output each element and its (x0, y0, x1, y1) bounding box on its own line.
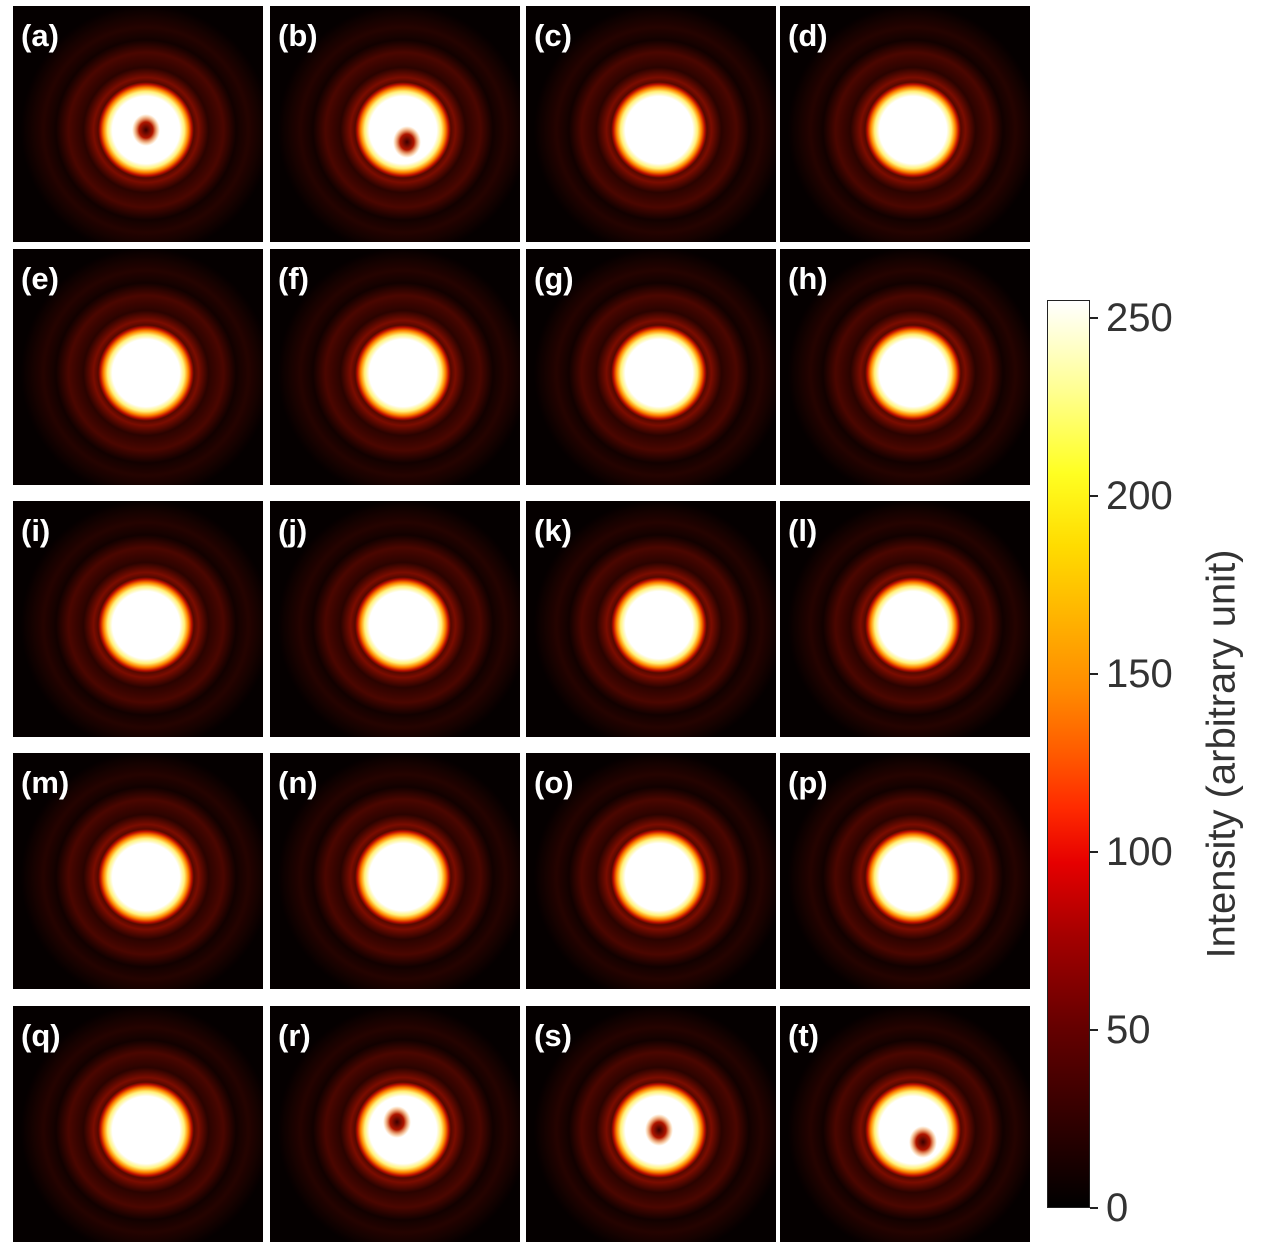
panel-label: (b) (278, 18, 318, 53)
beam-intensity-pattern (13, 249, 263, 485)
colorbar-tick-mark (1090, 672, 1098, 675)
beam-intensity-pattern (780, 249, 1030, 485)
panel-label: (d) (788, 18, 828, 53)
panel-label: (p) (788, 765, 828, 800)
beam-panel: (b) (270, 6, 520, 242)
colorbar-tick-mark (1090, 316, 1098, 319)
panel-label: (f) (278, 261, 309, 296)
panel-label: (i) (21, 513, 51, 548)
beam-panel: (g) (526, 249, 776, 485)
panel-label: (t) (788, 1018, 819, 1053)
colorbar-tick-mark (1090, 850, 1098, 853)
beam-intensity-pattern (526, 6, 776, 242)
beam-panel: (h) (780, 249, 1030, 485)
panel-label: (q) (21, 1018, 61, 1053)
colorbar-tick-mark (1090, 1207, 1098, 1209)
panel-label: (m) (21, 765, 70, 800)
panel-label: (k) (534, 513, 572, 548)
colorbar-tick-label: 200 (1106, 473, 1173, 518)
colorbar-tick-label: 0 (1106, 1186, 1129, 1230)
beam-intensity-pattern (270, 1006, 520, 1242)
beam-intensity-pattern (526, 249, 776, 485)
panel-label: (s) (534, 1018, 572, 1053)
beam-panel: (q) (13, 1006, 263, 1242)
beam-intensity-pattern (526, 501, 776, 737)
beam-intensity-pattern (270, 249, 520, 485)
beam-intensity-pattern (780, 6, 1030, 242)
beam-intensity-pattern (13, 501, 263, 737)
beam-panel: (r) (270, 1006, 520, 1242)
beam-intensity-pattern (13, 6, 263, 242)
intensity-colorbar (1047, 300, 1090, 1208)
beam-panel: (i) (13, 501, 263, 737)
panel-label: (l) (788, 513, 818, 548)
beam-panel: (e) (13, 249, 263, 485)
beam-panel: (s) (526, 1006, 776, 1242)
beam-intensity-pattern (526, 1006, 776, 1242)
beam-intensity-pattern (270, 501, 520, 737)
beam-intensity-pattern (780, 501, 1030, 737)
colorbar-tick-label: 150 (1106, 651, 1173, 696)
colorbar-tick-label: 100 (1106, 829, 1173, 874)
beam-panel: (f) (270, 249, 520, 485)
beam-panel: (a) (13, 6, 263, 242)
beam-intensity-pattern (13, 753, 263, 989)
beam-intensity-pattern (270, 6, 520, 242)
panel-label: (n) (278, 765, 318, 800)
colorbar-title-text: Intensity (arbitrary unit) (1199, 549, 1244, 959)
panel-label: (a) (21, 18, 59, 53)
beam-image-grid: (a) (b) (c) (d) (e) (f) (g) (h) (i) (j) (k) (l) (m) (… (13, 6, 1030, 1242)
colorbar-tick-label: 250 (1106, 295, 1173, 340)
beam-panel: (d) (780, 6, 1030, 242)
panel-label: (o) (534, 765, 574, 800)
beam-intensity-pattern (526, 753, 776, 989)
panel-label: (c) (534, 18, 572, 53)
colorbar-tick-label: 50 (1106, 1007, 1151, 1052)
colorbar-tick-mark (1090, 494, 1098, 497)
beam-panel: (o) (526, 753, 776, 989)
beam-panel: (n) (270, 753, 520, 989)
beam-intensity-pattern (13, 1006, 263, 1242)
panel-label: (r) (278, 1018, 311, 1053)
panel-label: (g) (534, 261, 574, 296)
beam-intensity-pattern (270, 753, 520, 989)
beam-panel: (j) (270, 501, 520, 737)
panel-label: (e) (21, 261, 59, 296)
beam-panel: (k) (526, 501, 776, 737)
beam-panel: (l) (780, 501, 1030, 737)
beam-intensity-pattern (780, 1006, 1030, 1242)
beam-panel: (c) (526, 6, 776, 242)
colorbar-tick-mark (1090, 1028, 1098, 1031)
beam-intensity-pattern (780, 753, 1030, 989)
panel-label: (h) (788, 261, 828, 296)
panel-label: (j) (278, 513, 308, 548)
beam-panel: (t) (780, 1006, 1030, 1242)
beam-panel: (p) (780, 753, 1030, 989)
beam-panel: (m) (13, 753, 263, 989)
